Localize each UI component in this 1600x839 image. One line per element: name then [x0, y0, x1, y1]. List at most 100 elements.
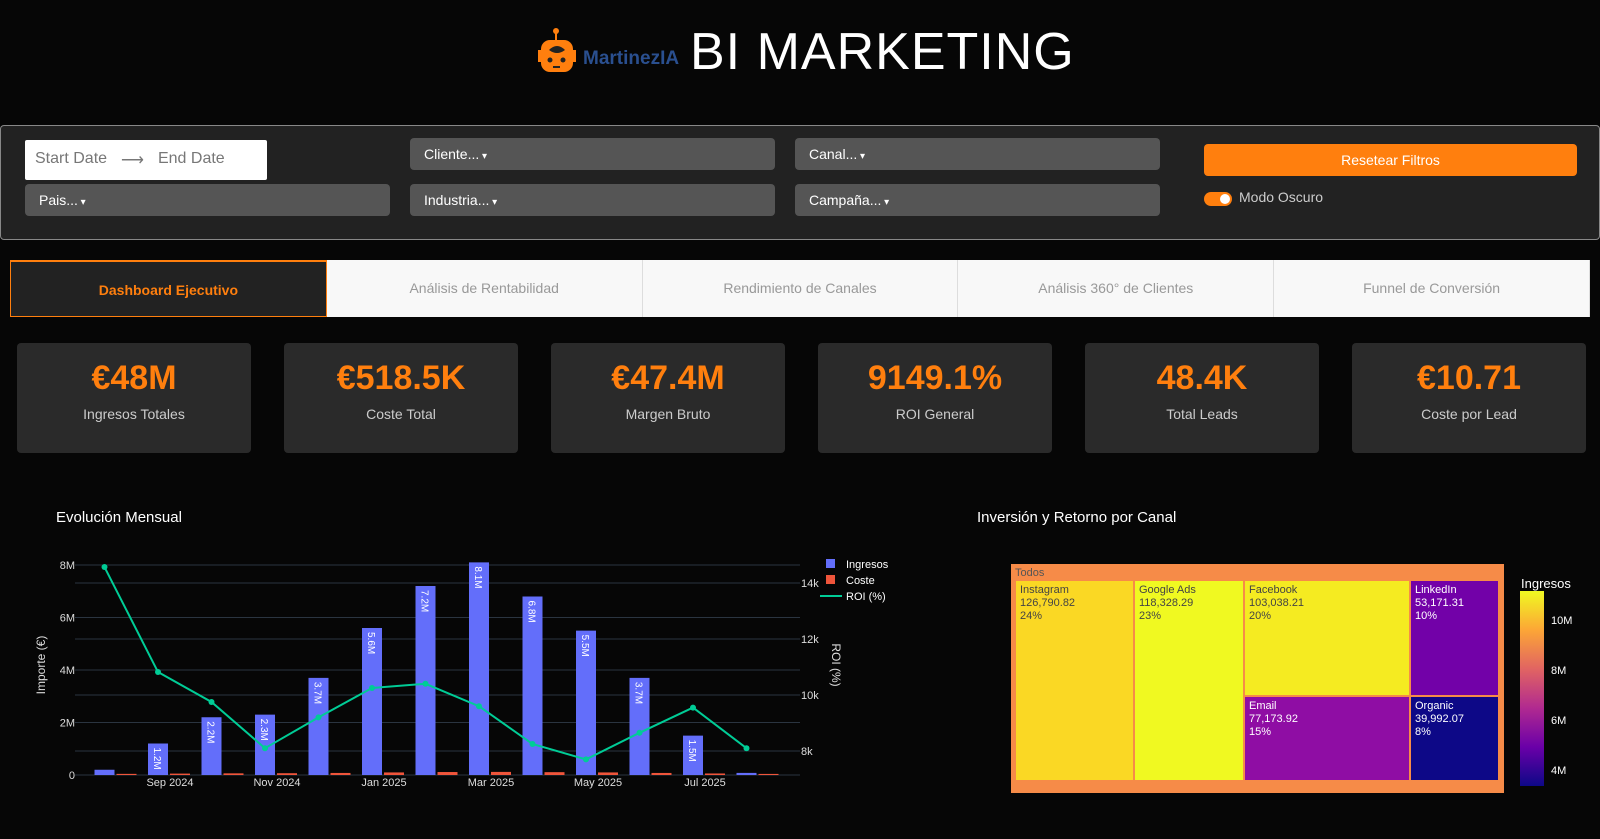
roi-point — [369, 685, 375, 691]
y-tick-label: 2M — [60, 718, 75, 730]
y2-axis-label: ROI (%) — [829, 643, 843, 686]
bar-ingresos — [94, 769, 115, 775]
kpi-card-margen: €47.4M Margen Bruto — [551, 343, 785, 453]
industria-dropdown[interactable]: Industria... — [410, 184, 775, 216]
kpi-card-ingresos: €48M Ingresos Totales — [17, 343, 251, 453]
bar-data-label: 2.3M — [258, 719, 269, 741]
legend-swatch-coste — [826, 575, 835, 584]
colorbar-tick: 4M — [1551, 765, 1567, 777]
dark-mode-toggle[interactable] — [1204, 192, 1232, 206]
treemap-value: 53,171.31 — [1415, 597, 1464, 609]
bar-coste — [437, 772, 458, 775]
roi-point — [208, 699, 215, 705]
reset-filters-button[interactable]: Resetear Filtros — [1204, 144, 1577, 176]
roi-point — [529, 741, 536, 747]
bar-data-label: 5.6M — [365, 632, 376, 654]
y-tick-label: 8M — [60, 560, 75, 572]
kpi-value: €10.71 — [1417, 359, 1521, 397]
bar-coste — [598, 772, 618, 775]
canal-dropdown[interactable]: Canal... — [795, 138, 1160, 170]
treemap-pct: 8% — [1415, 726, 1431, 738]
treemap-name: LinkedIn — [1415, 584, 1457, 596]
treemap-cell-instagram[interactable]: Instagram 126,790.82 24% — [1016, 581, 1133, 780]
treemap-cell-google-ads[interactable]: Google Ads 118,328.29 23% — [1135, 581, 1243, 780]
cliente-dropdown[interactable]: Cliente... — [410, 138, 775, 170]
y2-tick-label: 10k — [801, 690, 819, 702]
bar-ingresos — [255, 714, 275, 775]
tab-rendimiento-canales[interactable]: Rendimiento de Canales — [642, 260, 959, 317]
bar-ingresos — [201, 717, 222, 775]
treemap-cell-organic[interactable]: Organic 39,992.07 8% — [1411, 697, 1498, 780]
pais-dropdown[interactable]: Pais... — [25, 184, 390, 216]
x-tick-label: Jan 2025 — [361, 777, 406, 789]
end-date-input[interactable]: End Date — [157, 150, 225, 167]
treemap-cell-facebook[interactable]: Facebook 103,038.21 20% — [1245, 581, 1409, 695]
bar-ingresos — [736, 772, 757, 775]
date-range-picker[interactable]: Start Date ⟶ End Date — [25, 140, 267, 180]
legend-swatch-ingresos — [826, 559, 835, 568]
y2-tick-label: 12k — [801, 634, 819, 646]
x-tick-label: Mar 2025 — [468, 777, 514, 789]
kpi-card-roi: 9149.1% ROI General — [818, 343, 1052, 453]
kpi-card-coste-lead: €10.71 Coste por Lead — [1352, 343, 1586, 453]
channel-treemap: Todos Instagram 126,790.82 24% Google Ads 11… — [1011, 564, 1504, 793]
bar-data-label: 1.2M — [151, 748, 162, 770]
tab-analisis-360-clientes[interactable]: Análisis 360° de Clientes — [958, 260, 1275, 317]
roi-point — [155, 669, 161, 676]
treemap-cell-email[interactable]: Email 77,173.92 15% — [1245, 697, 1409, 780]
treemap-name: Instagram — [1020, 584, 1069, 596]
bar-ingresos — [148, 743, 168, 775]
y-tick-label: 6M — [60, 613, 75, 625]
treemap-pct: 15% — [1249, 726, 1272, 738]
kpi-label: Margen Bruto — [625, 406, 711, 422]
x-tick-label: Sep 2024 — [146, 777, 193, 789]
campana-dropdown[interactable]: Campaña... — [795, 184, 1160, 216]
treemap-root-label: Todos — [1015, 567, 1045, 579]
kpi-value: €518.5K — [336, 359, 466, 397]
tab-funnel-conversion[interactable]: Funnel de Conversión — [1274, 260, 1590, 317]
bar-coste — [758, 773, 779, 775]
bar-data-label: 3.7M — [633, 682, 644, 704]
treemap-value: 118,328.29 — [1139, 597, 1194, 609]
treemap-name: Email — [1249, 700, 1277, 712]
treemap-value: 77,173.92 — [1249, 713, 1298, 725]
roi-point — [422, 680, 429, 687]
bar-coste — [223, 773, 244, 775]
tab-bar: Dashboard Ejecutivo Análisis de Rentabil… — [10, 260, 1590, 317]
legend-coste: Coste — [846, 575, 875, 587]
treemap-value: 126,790.82 — [1020, 597, 1076, 609]
robot-logo-icon — [538, 28, 576, 72]
treemap-pct: 23% — [1139, 610, 1162, 622]
start-date-input[interactable]: Start Date — [35, 150, 108, 167]
colorbar-title: Ingresos — [1521, 576, 1571, 591]
treemap-value: 103,038.21 — [1249, 597, 1305, 609]
bar-ingresos — [308, 677, 329, 775]
tab-dashboard-ejecutivo[interactable]: Dashboard Ejecutivo — [10, 260, 327, 317]
roi-point — [690, 704, 696, 711]
kpi-value: €48M — [91, 359, 177, 397]
treemap-pct: 20% — [1249, 610, 1272, 622]
x-tick-label: Nov 2024 — [253, 777, 300, 789]
legend-ingresos: Ingresos — [846, 559, 889, 571]
dark-mode-label: Modo Oscuro — [1239, 189, 1324, 205]
bar-data-label: 6.8M — [526, 601, 537, 623]
treemap-cell-linkedin[interactable]: LinkedIn 53,171.31 10% — [1411, 581, 1498, 695]
bar-ingresos — [415, 586, 436, 775]
bar-ingresos — [683, 735, 703, 775]
logo-text: MartinezIA — [583, 48, 680, 69]
treemap-name: Organic — [1415, 700, 1454, 712]
bar-data-label: 5.5M — [579, 635, 590, 657]
bar-coste — [544, 772, 565, 775]
kpi-label: Total Leads — [1166, 406, 1238, 422]
kpi-value: 9149.1% — [867, 359, 1003, 397]
colorbar-tick: 10M — [1551, 615, 1573, 627]
monthly-evolution-chart: 0 2M 4M 6M 8M 8k 10k 12k 14k Sep 2024 Nov 2024 Jan … — [34, 559, 889, 789]
tab-analisis-rentabilidad[interactable]: Análisis de Rentabilidad — [326, 260, 643, 317]
bar-data-label: 3.7M — [312, 682, 323, 704]
bar-data-label: 2.2M — [205, 721, 216, 743]
x-tick-label: May 2025 — [574, 777, 622, 789]
bar-data-label: 8.1M — [472, 566, 483, 588]
treemap-pct: 10% — [1415, 610, 1438, 622]
bar-coste — [170, 773, 190, 775]
roi-point — [743, 745, 750, 752]
